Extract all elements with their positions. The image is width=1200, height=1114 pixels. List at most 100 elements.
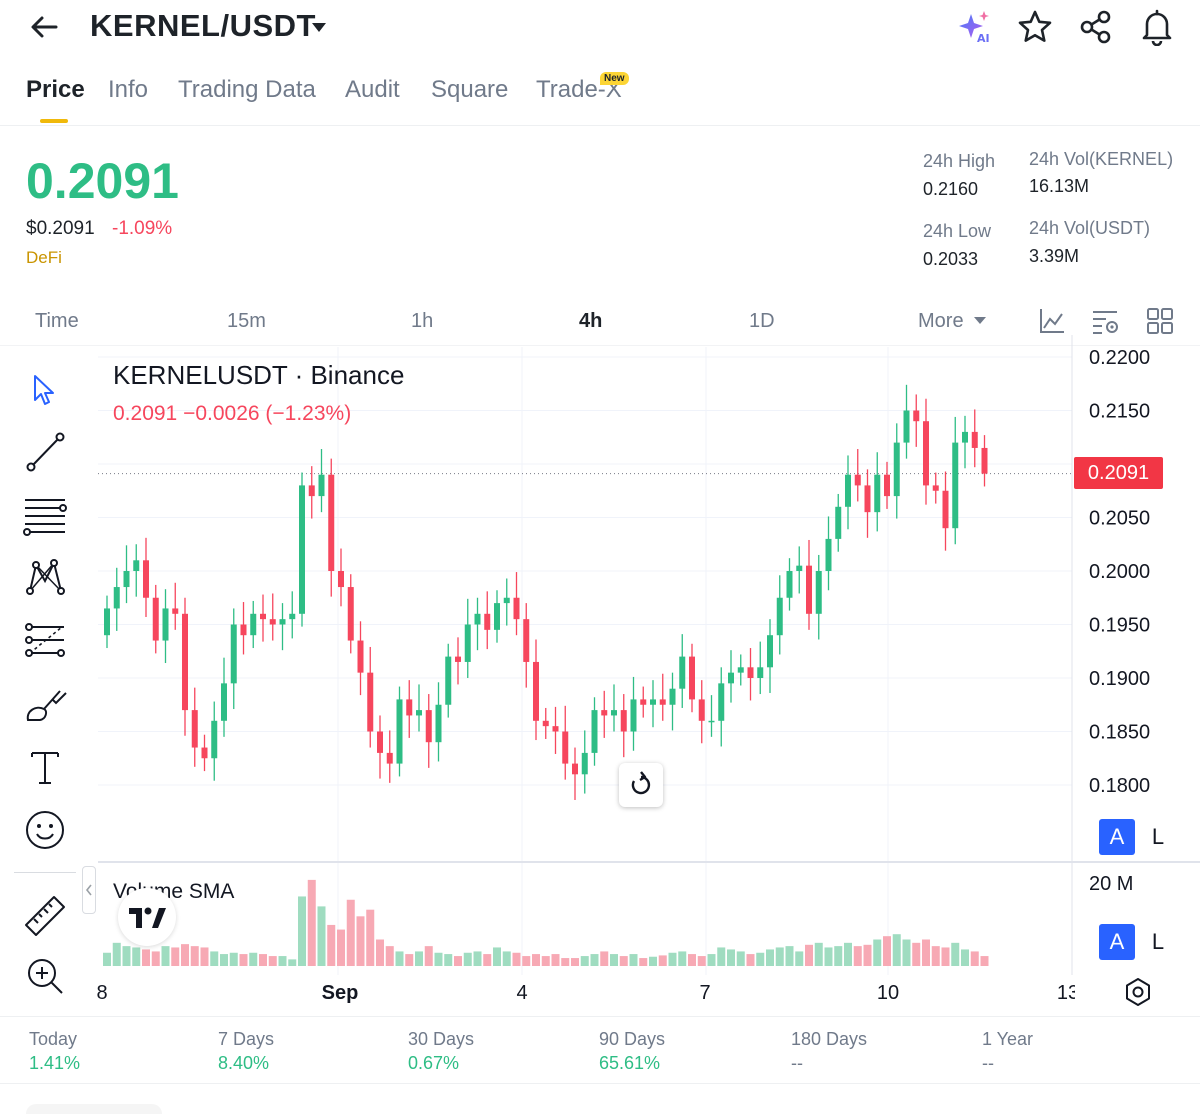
volume-bar bbox=[746, 954, 755, 966]
tab-trading-data[interactable]: Trading Data bbox=[178, 76, 316, 103]
price-axis-label: 0.1850 bbox=[1089, 722, 1150, 744]
stat-24h-low-label: 24h Low bbox=[923, 221, 992, 241]
candle-body bbox=[260, 613, 266, 620]
perf-1y-value: -- bbox=[982, 1053, 994, 1073]
ruler-icon[interactable] bbox=[22, 891, 68, 937]
volume-bar bbox=[834, 946, 843, 966]
candle-body bbox=[123, 571, 130, 588]
chart-settings-gear-icon[interactable] bbox=[1123, 977, 1153, 1007]
volume-bar bbox=[307, 879, 316, 966]
candle-body bbox=[806, 565, 812, 614]
volume-bar bbox=[658, 955, 667, 966]
candle-body bbox=[542, 720, 549, 727]
tab-audit[interactable]: Audit bbox=[345, 76, 400, 103]
volume-auto-scale-button[interactable]: A bbox=[1099, 924, 1135, 960]
fib-lines-icon[interactable] bbox=[22, 491, 68, 537]
volume-bar bbox=[571, 958, 579, 966]
perf-1y-label: 1 Year bbox=[982, 1029, 1034, 1049]
volume-bar bbox=[395, 951, 404, 966]
collapse-toolbar-handle[interactable] bbox=[82, 866, 96, 914]
grid-layout-icon[interactable] bbox=[1145, 306, 1175, 336]
volume-bar bbox=[161, 946, 170, 966]
volume-bar bbox=[200, 947, 209, 966]
cursor-icon[interactable] bbox=[22, 367, 68, 413]
candle-body bbox=[367, 672, 374, 732]
auto-scale-button[interactable]: A bbox=[1099, 819, 1135, 855]
tab-square[interactable]: Square bbox=[431, 76, 509, 103]
chart-settings-icon[interactable] bbox=[1090, 306, 1120, 336]
forecast-icon[interactable] bbox=[22, 617, 68, 663]
candle-body bbox=[406, 699, 413, 716]
candle-body bbox=[416, 710, 422, 716]
volume-bar bbox=[210, 951, 219, 966]
candle-body bbox=[152, 597, 159, 641]
volume-bar bbox=[785, 946, 794, 966]
volume-bar bbox=[590, 954, 599, 966]
stat-24h-vol-quote-value: 3.39M bbox=[1029, 246, 1080, 266]
bell-icon[interactable] bbox=[1138, 8, 1176, 46]
star-icon[interactable] bbox=[1016, 8, 1054, 46]
volume-bar bbox=[190, 946, 199, 966]
candle-body bbox=[708, 720, 715, 723]
reset-icon bbox=[631, 771, 651, 795]
candle-body bbox=[113, 587, 120, 609]
volume-bar bbox=[444, 954, 453, 966]
price-axis-label: 0.2050 bbox=[1089, 508, 1150, 530]
price-chart[interactable]: 0.2200 0.2150 0.2050 0.2000 0.1950 0.1900 0.18… bbox=[0, 335, 1200, 1015]
candle-body bbox=[240, 624, 247, 636]
candle-body bbox=[913, 410, 920, 422]
share-icon[interactable] bbox=[1077, 8, 1115, 46]
volume-bar bbox=[853, 946, 862, 966]
volume-bar bbox=[463, 952, 472, 966]
ai-sparkle-icon[interactable]: AI bbox=[956, 8, 994, 46]
timeframe-1h[interactable]: 1h bbox=[411, 310, 434, 332]
text-icon[interactable] bbox=[22, 745, 68, 791]
pattern-icon[interactable] bbox=[22, 553, 68, 599]
volume-bar bbox=[805, 944, 813, 966]
volume-bar bbox=[346, 899, 355, 966]
candle-body bbox=[133, 560, 140, 571]
tab-price[interactable]: Price bbox=[26, 76, 85, 103]
volume-bar bbox=[405, 954, 414, 966]
caret-down-icon[interactable] bbox=[310, 20, 328, 34]
price-axis-label: 0.1900 bbox=[1089, 668, 1150, 690]
volume-bar bbox=[844, 942, 852, 966]
pair-title[interactable]: KERNEL/USDT bbox=[90, 8, 316, 43]
candle-body bbox=[435, 704, 442, 743]
candle-body bbox=[650, 699, 656, 705]
tab-info[interactable]: Info bbox=[108, 76, 149, 103]
volume-bar bbox=[863, 944, 872, 966]
volume-bar bbox=[298, 896, 306, 966]
volume-bar bbox=[454, 956, 462, 966]
sector-tag[interactable]: DeFi bbox=[26, 248, 62, 267]
indicator-chart-icon[interactable] bbox=[1037, 306, 1067, 336]
candle-body bbox=[182, 613, 188, 711]
candle-body bbox=[835, 506, 842, 539]
volume-log-scale-button[interactable]: L bbox=[1151, 929, 1165, 954]
stat-24h-vol-quote-label: 24h Vol(USDT) bbox=[1029, 218, 1151, 238]
log-scale-button[interactable]: L bbox=[1151, 824, 1165, 849]
candle-body bbox=[757, 667, 764, 678]
candle-body bbox=[669, 688, 676, 705]
volume-bar bbox=[600, 951, 609, 966]
trend-line-icon[interactable] bbox=[22, 429, 68, 475]
candle-body bbox=[864, 485, 871, 513]
timeframe-1d[interactable]: 1D bbox=[749, 310, 775, 332]
back-arrow-icon[interactable] bbox=[28, 10, 62, 44]
candle-body bbox=[884, 474, 890, 497]
candle-body bbox=[464, 624, 471, 662]
timeframe-4h[interactable]: 4h bbox=[579, 310, 603, 332]
timeframe-time[interactable]: Time bbox=[35, 310, 79, 332]
timeframe-15m[interactable]: 15m bbox=[227, 310, 266, 332]
candle-body bbox=[874, 474, 881, 513]
brush-icon[interactable] bbox=[22, 683, 68, 729]
timeframe-more[interactable]: More bbox=[918, 310, 964, 332]
zoom-in-icon[interactable] bbox=[22, 953, 68, 999]
volume-bar bbox=[873, 939, 882, 966]
emoji-icon[interactable] bbox=[22, 807, 68, 853]
stat-24h-high-label: 24h High bbox=[923, 151, 996, 171]
reset-chart-button[interactable] bbox=[619, 763, 663, 807]
volume-bar bbox=[736, 951, 745, 966]
bottom-sheet-handle bbox=[26, 1104, 162, 1114]
volume-bar bbox=[103, 952, 111, 966]
